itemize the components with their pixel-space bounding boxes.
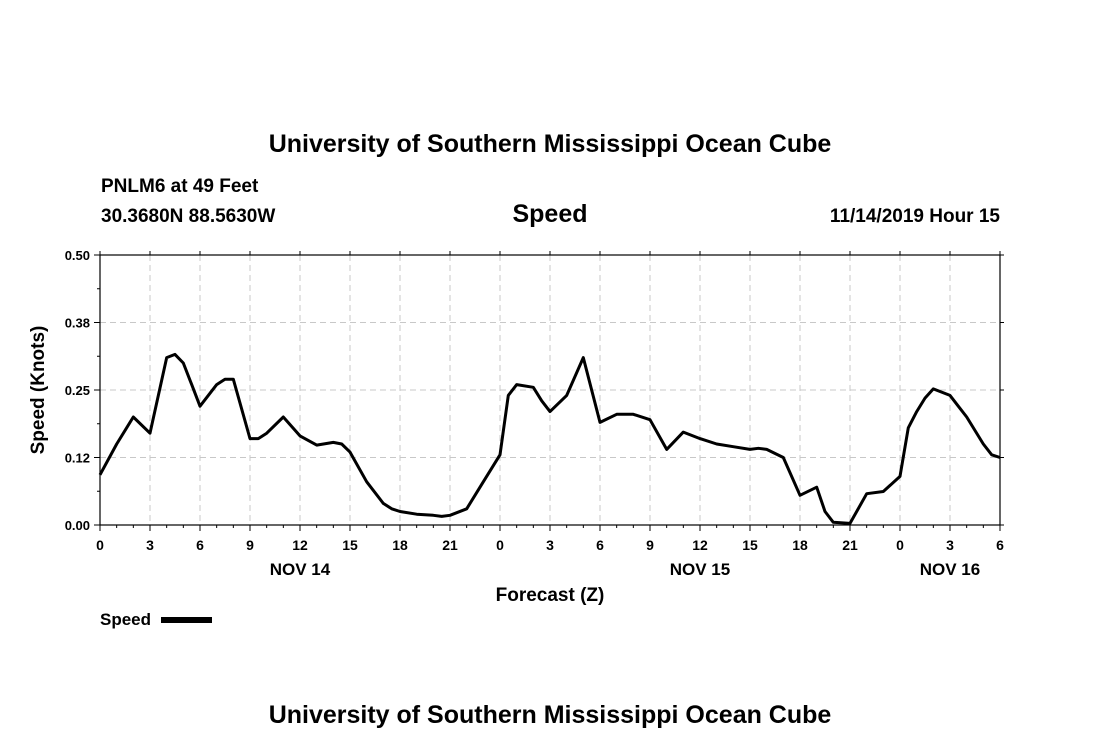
date-label: NOV 16 — [920, 560, 980, 579]
x-axis-label: Forecast (Z) — [496, 585, 605, 606]
bottom-title: University of Southern Mississippi Ocean… — [268, 701, 832, 729]
legend-label: Speed — [100, 610, 151, 629]
coordinates-label: 30.3680N 88.5630W — [101, 206, 276, 227]
x-tick-label: 3 — [146, 537, 154, 553]
y-tick-label: 0.38 — [65, 316, 90, 331]
x-tick-label: 3 — [946, 537, 954, 553]
top-title: University of Southern Mississippi Ocean… — [268, 130, 832, 158]
station-label: PNLM6 at 49 Feet — [101, 176, 259, 197]
x-tick-label: 9 — [246, 537, 254, 553]
date-label: NOV 14 — [270, 560, 331, 579]
plot-frame — [99, 254, 1001, 526]
x-tick-label: 6 — [596, 537, 604, 553]
y-tick-label: 0.50 — [65, 248, 90, 263]
y-tick-label: 0.00 — [65, 518, 90, 533]
x-tick-label: 12 — [692, 537, 708, 553]
x-tick-label: 12 — [292, 537, 308, 553]
x-tick-label: 15 — [742, 537, 758, 553]
y-tick-label: 0.12 — [65, 451, 90, 466]
x-tick-label: 18 — [792, 537, 808, 553]
x-tick-label: 0 — [96, 537, 104, 553]
x-tick-label: 6 — [196, 537, 204, 553]
x-tick-label: 9 — [646, 537, 654, 553]
x-tick-label: 0 — [896, 537, 904, 553]
speed-series-line — [98, 352, 1001, 525]
y-axis-label: Speed (Knots) — [28, 326, 49, 455]
x-tick-label: 21 — [842, 537, 858, 553]
x-tick-label: 15 — [342, 537, 358, 553]
x-tick-label: 3 — [546, 537, 554, 553]
chart-title: Speed — [512, 200, 588, 228]
date-label: NOV 15 — [670, 560, 730, 579]
x-tick-label: 0 — [496, 537, 504, 553]
datetime-label: 11/14/2019 Hour 15 — [829, 206, 1000, 227]
y-tick-label: 0.25 — [65, 383, 90, 398]
x-tick-label: 18 — [392, 537, 408, 553]
x-tick-label: 6 — [996, 537, 1004, 553]
x-tick-label: 21 — [442, 537, 458, 553]
